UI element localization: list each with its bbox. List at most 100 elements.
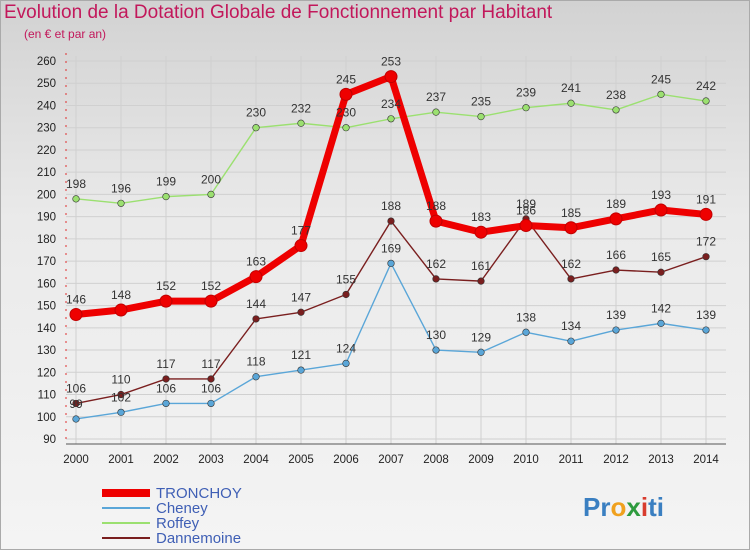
data-label: 230 (246, 106, 266, 120)
data-label: 198 (66, 177, 86, 191)
chart-subtitle: (en € et par an) (24, 27, 107, 41)
data-label: 129 (471, 330, 491, 344)
data-point (297, 308, 305, 316)
data-label: 239 (516, 86, 536, 100)
data-point (657, 90, 665, 98)
data-label: 117 (201, 357, 220, 371)
data-label: 189 (606, 197, 626, 211)
y-tick-label: 170 (37, 256, 56, 268)
data-label: 152 (156, 279, 176, 293)
data-label: 196 (111, 181, 131, 195)
data-label: 193 (651, 188, 671, 202)
data-point (342, 290, 350, 299)
series-lines (69, 70, 713, 423)
data-label: 121 (291, 348, 311, 362)
data-point (564, 221, 578, 235)
data-label: 200 (201, 172, 221, 186)
data-point (162, 399, 170, 408)
data-label: 191 (696, 192, 716, 206)
data-point (432, 108, 440, 116)
x-tick-label: 2007 (378, 454, 404, 466)
data-point (567, 275, 575, 283)
x-tick-label: 2008 (423, 454, 449, 466)
data-label: 134 (561, 319, 581, 333)
data-label: 142 (651, 301, 671, 315)
data-point (612, 326, 620, 334)
data-label: 147 (291, 290, 311, 304)
legend-label-cheney: Cheney (156, 500, 208, 517)
data-point (72, 399, 80, 408)
data-point (657, 319, 665, 327)
data-label: 162 (426, 257, 446, 271)
y-tick-label: 100 (37, 412, 56, 424)
data-point (72, 195, 80, 203)
x-tick-label: 2013 (648, 454, 674, 466)
data-point (207, 190, 215, 199)
data-label: 166 (606, 248, 626, 262)
logo-letter: Pr (583, 492, 610, 522)
data-point (477, 348, 485, 356)
data-label: 188 (426, 199, 446, 213)
y-tick-label: 260 (37, 56, 56, 68)
x-tick-label: 2012 (603, 454, 629, 466)
data-label: 162 (561, 257, 581, 271)
y-tick-label: 140 (37, 323, 56, 335)
data-label: 183 (471, 210, 491, 224)
data-point (387, 217, 395, 225)
data-label: 185 (561, 206, 581, 220)
y-tick-label: 120 (37, 367, 56, 379)
data-point (252, 373, 260, 381)
data-label: 234 (381, 97, 401, 111)
chart-title: Evolution de la Dotation Globale de Fonc… (4, 2, 553, 23)
data-point (522, 104, 530, 112)
data-label: 124 (336, 341, 356, 355)
data-point (567, 99, 575, 107)
data-label: 241 (561, 81, 581, 95)
data-label: 169 (381, 241, 401, 255)
data-labels: 198 196 199 200 230 232 230 234 237 235 239 241 238 2… (66, 55, 716, 411)
x-tick-label: 2010 (513, 454, 539, 466)
logo-letter: i (641, 492, 648, 522)
data-point (654, 203, 668, 217)
data-point (702, 253, 710, 261)
data-point (297, 119, 305, 127)
data-point (477, 277, 485, 285)
data-label: 237 (426, 90, 446, 104)
data-label: 242 (696, 79, 716, 93)
data-label: 110 (111, 373, 130, 387)
data-point (612, 106, 620, 114)
y-tick-label: 130 (37, 345, 56, 357)
data-label: 152 (201, 279, 221, 293)
data-label: 155 (336, 272, 356, 286)
data-label: 163 (246, 255, 266, 269)
data-point (207, 375, 215, 383)
data-label: 230 (336, 106, 356, 120)
data-label: 245 (336, 72, 356, 86)
data-label: 102 (111, 390, 131, 404)
data-label: 235 (471, 95, 491, 109)
data-label: 172 (696, 235, 716, 249)
data-point (609, 212, 623, 226)
data-label: 117 (156, 357, 175, 371)
data-point (204, 294, 218, 308)
data-point (297, 366, 305, 374)
data-label: 130 (426, 328, 446, 342)
data-label: 199 (156, 175, 176, 189)
x-tick-label: 2005 (288, 454, 314, 466)
data-point (699, 207, 713, 221)
data-label: 118 (246, 355, 265, 369)
data-label: 245 (651, 72, 671, 86)
data-point (567, 337, 575, 345)
data-point (612, 266, 620, 274)
data-point (162, 193, 170, 201)
data-point (387, 115, 395, 123)
data-point (342, 359, 350, 368)
data-point (252, 315, 260, 323)
data-label: 238 (606, 88, 626, 102)
y-tick-label: 110 (38, 390, 56, 402)
data-point (702, 97, 710, 105)
data-point (474, 225, 488, 239)
data-point (519, 219, 533, 233)
